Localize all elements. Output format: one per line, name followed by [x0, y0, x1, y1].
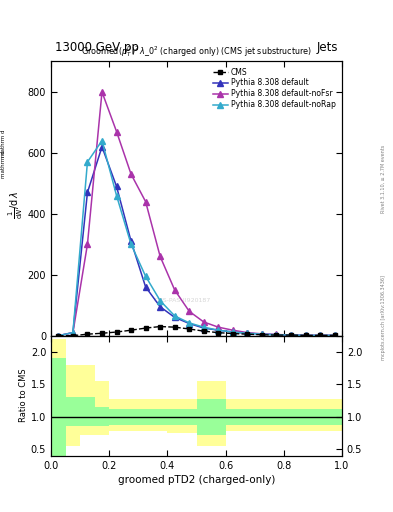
Pythia 8.308 default-noFsr: [56, 333, 61, 339]
Pythia 8.308 default-noFsr: [318, 332, 323, 338]
CMS: [303, 332, 308, 338]
Pythia 8.308 default: [332, 332, 337, 338]
CMS: [100, 330, 105, 336]
Text: CMS-PAS-JI920187: CMS-PAS-JI920187: [153, 298, 211, 303]
Pythia 8.308 default-noRap: [303, 332, 308, 338]
Pythia 8.308 default: [85, 189, 90, 196]
CMS: [318, 332, 323, 338]
Pythia 8.308 default-noRap: [260, 331, 264, 337]
Text: 13000 GeV pp: 13000 GeV pp: [55, 41, 139, 54]
Pythia 8.308 default: [289, 332, 294, 338]
CMS: [143, 325, 148, 331]
Pythia 8.308 default-noRap: [129, 241, 134, 247]
Text: Rivet 3.1.10, ≥ 2.7M events: Rivet 3.1.10, ≥ 2.7M events: [381, 145, 386, 214]
Pythia 8.308 default-noRap: [71, 330, 75, 336]
Pythia 8.308 default-noRap: [318, 332, 323, 338]
Line: Pythia 8.308 default: Pythia 8.308 default: [55, 144, 338, 338]
CMS: [274, 332, 279, 338]
Pythia 8.308 default: [114, 183, 119, 189]
Text: mathrm d: mathrm d: [2, 150, 6, 178]
Pythia 8.308 default: [71, 330, 75, 336]
Pythia 8.308 default-noRap: [202, 324, 206, 330]
CMS: [202, 328, 206, 334]
Pythia 8.308 default-noRap: [114, 193, 119, 199]
CMS: [129, 327, 134, 333]
CMS: [245, 331, 250, 337]
Pythia 8.308 default: [202, 325, 206, 331]
Line: CMS: CMS: [56, 325, 337, 338]
Pythia 8.308 default-noFsr: [216, 324, 221, 330]
Pythia 8.308 default: [100, 144, 105, 150]
Line: Pythia 8.308 default-noFsr: Pythia 8.308 default-noFsr: [55, 89, 338, 338]
Pythia 8.308 default: [129, 238, 134, 244]
Pythia 8.308 default-noRap: [143, 273, 148, 280]
Pythia 8.308 default-noFsr: [274, 331, 279, 337]
Pythia 8.308 default-noFsr: [100, 89, 105, 95]
X-axis label: groomed pTD2 (charged-only): groomed pTD2 (charged-only): [118, 475, 275, 485]
CMS: [260, 332, 264, 338]
CMS: [114, 329, 119, 335]
Pythia 8.308 default: [260, 331, 264, 337]
Text: mathrm d: mathrm d: [2, 130, 6, 157]
Pythia 8.308 default: [216, 327, 221, 333]
CMS: [158, 324, 163, 330]
Pythia 8.308 default: [56, 333, 61, 339]
Y-axis label: Ratio to CMS: Ratio to CMS: [19, 369, 28, 422]
CMS: [231, 330, 235, 336]
Pythia 8.308 default-noFsr: [129, 171, 134, 177]
Pythia 8.308 default: [245, 330, 250, 336]
Pythia 8.308 default-noRap: [231, 329, 235, 335]
Pythia 8.308 default-noRap: [173, 313, 177, 319]
Pythia 8.308 default-noRap: [100, 138, 105, 144]
CMS: [332, 332, 337, 338]
CMS: [216, 330, 221, 336]
Pythia 8.308 default-noRap: [56, 333, 61, 339]
Pythia 8.308 default-noFsr: [71, 330, 75, 336]
Pythia 8.308 default-noFsr: [303, 332, 308, 338]
Text: Groomed$(p_T^D)^2\,\lambda\_0^2$ (charged only) (CMS jet substructure): Groomed$(p_T^D)^2\,\lambda\_0^2$ (charge…: [81, 44, 312, 59]
Pythia 8.308 default-noFsr: [202, 319, 206, 325]
Pythia 8.308 default-noRap: [187, 320, 192, 326]
Pythia 8.308 default: [187, 321, 192, 327]
Pythia 8.308 default-noRap: [85, 159, 90, 165]
Pythia 8.308 default-noFsr: [260, 331, 264, 337]
Pythia 8.308 default: [173, 314, 177, 321]
Pythia 8.308 default-noFsr: [231, 327, 235, 333]
CMS: [56, 333, 61, 339]
Pythia 8.308 default-noRap: [158, 297, 163, 304]
Pythia 8.308 default: [303, 332, 308, 338]
CMS: [173, 324, 177, 330]
Legend: CMS, Pythia 8.308 default, Pythia 8.308 default-noFsr, Pythia 8.308 default-noRa: CMS, Pythia 8.308 default, Pythia 8.308 …: [210, 65, 338, 112]
Text: $\frac{1}{\mathrm{d}N} / \mathrm{d}\,\lambda$: $\frac{1}{\mathrm{d}N} / \mathrm{d}\,\la…: [7, 190, 25, 219]
Pythia 8.308 default-noFsr: [114, 129, 119, 135]
Pythia 8.308 default-noFsr: [143, 199, 148, 205]
CMS: [71, 333, 75, 339]
Pythia 8.308 default-noFsr: [158, 253, 163, 260]
Pythia 8.308 default-noFsr: [245, 330, 250, 336]
Pythia 8.308 default-noFsr: [332, 332, 337, 338]
Pythia 8.308 default-noFsr: [173, 287, 177, 293]
CMS: [85, 331, 90, 337]
Line: Pythia 8.308 default-noRap: Pythia 8.308 default-noRap: [55, 138, 338, 338]
Pythia 8.308 default-noRap: [289, 332, 294, 338]
Text: Jets: Jets: [316, 41, 338, 54]
Pythia 8.308 default: [318, 332, 323, 338]
CMS: [187, 326, 192, 332]
Pythia 8.308 default: [143, 284, 148, 290]
Pythia 8.308 default-noFsr: [187, 308, 192, 314]
Pythia 8.308 default-noFsr: [85, 241, 90, 247]
Pythia 8.308 default: [158, 304, 163, 310]
Pythia 8.308 default-noRap: [274, 332, 279, 338]
Pythia 8.308 default-noRap: [245, 330, 250, 336]
Pythia 8.308 default: [274, 332, 279, 338]
Pythia 8.308 default: [231, 329, 235, 335]
Pythia 8.308 default-noFsr: [289, 332, 294, 338]
Pythia 8.308 default-noRap: [332, 332, 337, 338]
CMS: [289, 332, 294, 338]
Pythia 8.308 default-noRap: [216, 327, 221, 333]
Text: mcplots.cern.ch [arXiv:1306.3436]: mcplots.cern.ch [arXiv:1306.3436]: [381, 275, 386, 360]
